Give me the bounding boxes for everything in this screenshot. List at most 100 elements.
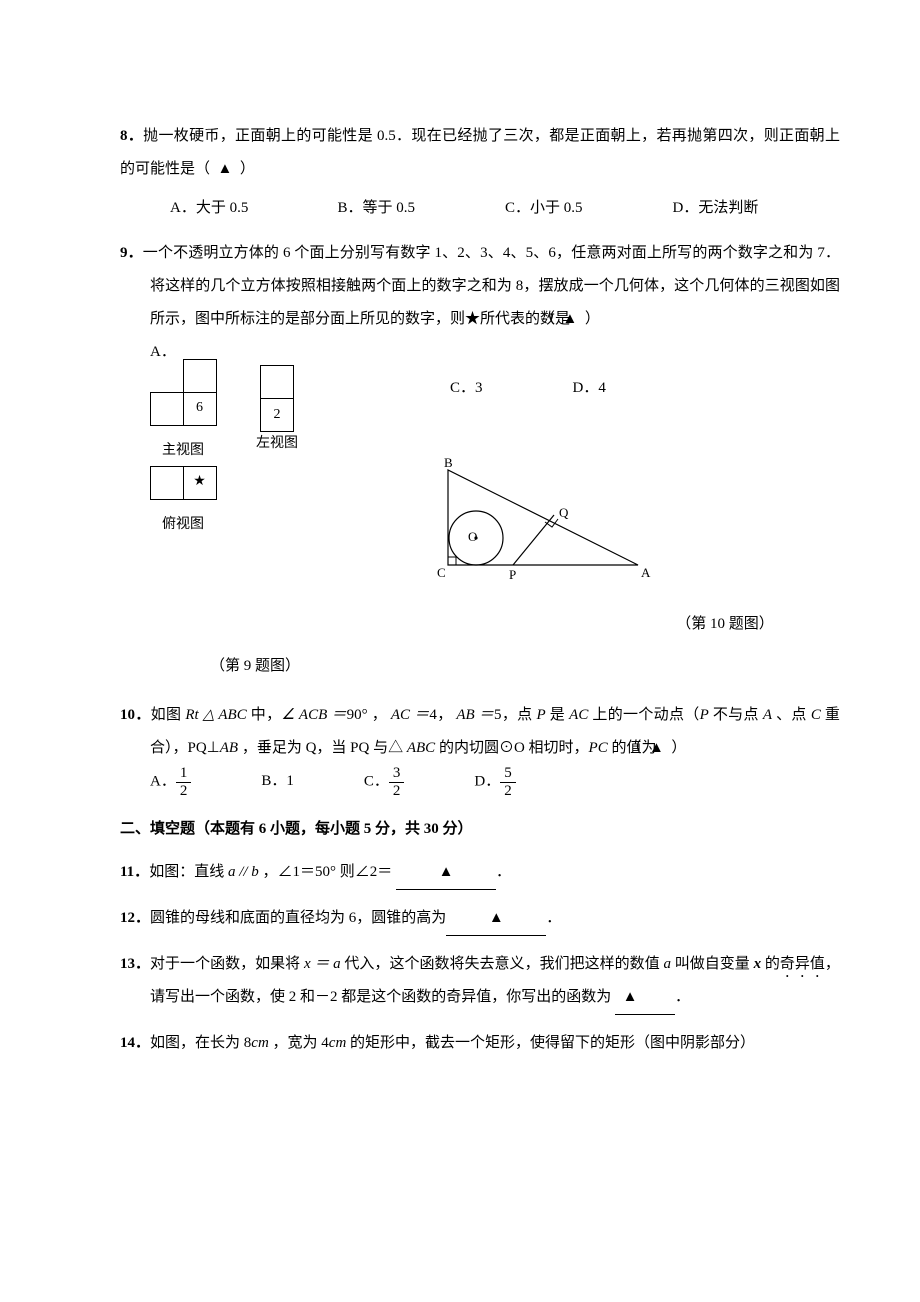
triangle-svg: B C A O P Q: [418, 455, 658, 585]
q10-ab2: AB: [220, 740, 238, 756]
q10-rtabc: Rt △ ABC: [185, 707, 246, 723]
q10-p2: P: [700, 707, 709, 723]
q10-t12: 的内切圆⊙O 相切时，: [435, 740, 588, 756]
q10-angle: ∠ ACB ＝: [281, 707, 346, 723]
q9-opt-c: C．3: [450, 372, 483, 405]
q13-period: ．: [675, 989, 690, 1005]
q10-t4: ，: [437, 707, 453, 723]
q10-d-frac: 52: [500, 765, 516, 799]
q10-t1: 如图: [151, 707, 186, 723]
q8-num: 8．: [120, 128, 143, 144]
q14-t1: 如图，在长为 8: [150, 1035, 251, 1051]
q10-d-label: D．: [474, 773, 500, 789]
caption-q10: （第 10 题图）: [530, 608, 840, 683]
q10-options: A．12 B．1 C．32 D．52: [120, 765, 840, 799]
q10-a: A: [763, 707, 772, 723]
q10-ab: AB ＝: [453, 707, 495, 723]
q10-d-den: 2: [500, 783, 516, 800]
answer-blank: ▲: [615, 981, 675, 1015]
q10-opt-b: B．1: [261, 765, 294, 799]
front-empty: [150, 359, 184, 393]
three-views: 6 主视图 2 左视图: [150, 359, 298, 540]
q10-a-den: 2: [176, 783, 192, 800]
q13-num: 13．: [120, 956, 150, 972]
caption-q9-text: （第 9 题图）: [210, 658, 300, 674]
q8-opt-c: C．小于 0.5: [505, 192, 673, 225]
answer-blank: ▲: [446, 902, 546, 936]
q10-t6: 是: [546, 707, 569, 723]
triangle-shape: [448, 470, 638, 565]
q11-ab: a // b: [228, 864, 259, 880]
q10-t5: ，点: [502, 707, 537, 723]
q11-num: 11．: [120, 864, 149, 880]
question-13: 13．对于一个函数，如果将 x ＝ a 代入，这个函数将失去意义，我们把这样的数…: [120, 948, 840, 1015]
q10-text: 10．如图 Rt △ ABC 中，∠ ACB ＝90° ， AC ＝4， AB …: [120, 699, 840, 765]
q11-t2: ，∠1＝50° 则∠2＝: [259, 864, 396, 880]
label-c: C: [437, 565, 446, 580]
front-cell-1-1: 6: [183, 392, 217, 426]
q8-opt-d: D．无法判断: [673, 192, 841, 225]
q13-xa: x ＝ a: [304, 956, 341, 972]
question-14: 14．如图，在长为 8cm ，宽为 4cm 的矩形中，截去一个矩形，使得留下的矩…: [120, 1027, 840, 1060]
question-8: 8．抛一枚硬币，正面朝上的可能性是 0.5．现在已经抛了三次，都是正面朝上，若再…: [120, 120, 840, 225]
q10-opt-c: C．32: [364, 765, 405, 799]
front-cell-0-1: [183, 359, 217, 393]
q13-t4: 的: [761, 956, 780, 972]
q10-abv: 5: [494, 707, 502, 723]
question-9: 9．一个不透明立方体的 6 个面上分别写有数字 1、2、3、4、5、6，任意两对…: [120, 237, 840, 683]
q13-t3: 叫做自变量: [671, 956, 754, 972]
q10-ac: AC ＝: [387, 707, 429, 723]
left-view-label: 左视图: [256, 434, 298, 454]
right-angle-q: [545, 519, 558, 527]
q13-x: x: [754, 956, 762, 972]
top-view-grid: ★: [150, 466, 216, 499]
q10-t9: 、点: [772, 707, 811, 723]
q10-c: C: [811, 707, 821, 723]
q8-opt-a: A．大于 0.5: [170, 192, 338, 225]
q10-t7: 上的一个动点（: [588, 707, 699, 723]
q9-diagrams: 6 主视图 2 左视图: [120, 415, 840, 598]
q10-c-den: 2: [389, 783, 405, 800]
q10-abc: ABC: [407, 740, 435, 756]
line-pq: [513, 515, 554, 565]
q14-cm1: cm: [251, 1035, 269, 1051]
view-row-1: 6 主视图 2 左视图: [150, 359, 298, 460]
top-view: ★ 俯视图: [150, 466, 216, 534]
q10-opt-a: A．12: [150, 765, 191, 799]
view-row-2: ★ 俯视图: [150, 466, 298, 534]
q10-a-frac: 12: [176, 765, 192, 799]
q10-t2: 中，: [247, 707, 282, 723]
triangle-diagram: B C A O P Q: [418, 455, 658, 598]
q9-num: 9．: [120, 245, 143, 261]
label-a: A: [641, 565, 651, 580]
q10-p: P: [537, 707, 546, 723]
q14-num: 14．: [120, 1035, 150, 1051]
front-cell-1-0: [150, 392, 184, 426]
front-view-label: 主视图: [150, 441, 216, 461]
q9-text: 9．一个不透明立方体的 6 个面上分别写有数字 1、2、3、4、5、6，任意两对…: [120, 237, 840, 336]
q8-text: 8．抛一枚硬币，正面朝上的可能性是 0.5．现在已经抛了三次，都是正面朝上，若再…: [120, 120, 840, 186]
q9-opt-right: C．3 D．4: [280, 336, 840, 405]
label-b: B: [444, 455, 453, 470]
q10-num: 10．: [120, 707, 151, 723]
top-cell-0: [150, 466, 184, 500]
q13-t2: 代入，这个函数将失去意义，我们把这样的数值: [341, 956, 664, 972]
q10-opt-d: D．52: [474, 765, 515, 799]
q12-num: 12．: [120, 910, 150, 926]
left-cell-0: [260, 365, 294, 399]
top-cell-1: ★: [183, 466, 217, 500]
q10-a-label: A．: [150, 773, 176, 789]
q13-t1: 对于一个函数，如果将: [150, 956, 304, 972]
q11-t1: 如图：直线: [149, 864, 228, 880]
q10-c-num: 3: [389, 765, 405, 783]
q10-d-num: 5: [500, 765, 516, 783]
q11-text: 11．如图：直线 a // b ，∠1＝50° 则∠2＝ ▲．: [120, 856, 840, 890]
q11-period: ．: [496, 864, 511, 880]
section-2-header: 二、填空题（本题有 6 小题，每小题 5 分，共 30 分）: [120, 813, 840, 846]
answer-blank: [570, 303, 600, 336]
q10-c-label: C．: [364, 773, 389, 789]
question-10: 10．如图 Rt △ ABC 中，∠ ACB ＝90° ， AC ＝4， AB …: [120, 699, 840, 799]
left-cell-1: 2: [260, 398, 294, 432]
q13-singular: 奇异值: [780, 956, 825, 972]
q8-opt-b: B．等于 0.5: [338, 192, 506, 225]
